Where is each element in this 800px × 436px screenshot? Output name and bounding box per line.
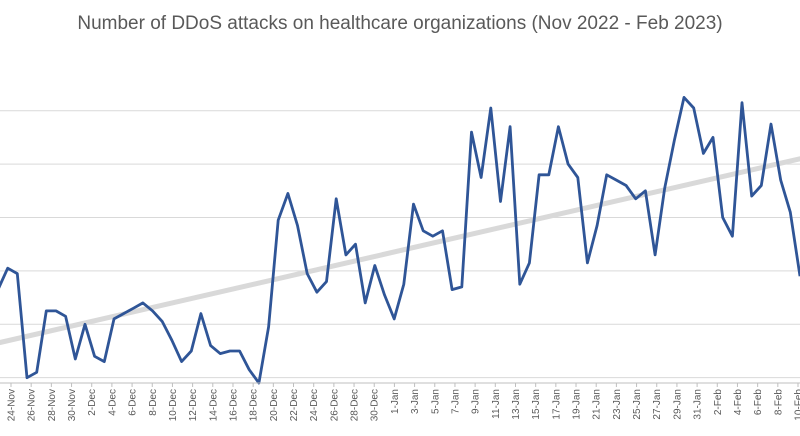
x-tick-label: 26-Dec [329,389,340,421]
x-tick-label: 1-Jan [390,389,401,414]
x-tick-label: 25-Jan [632,389,643,420]
x-tick-label: 18-Dec [249,389,260,421]
x-tick-label: 10-Feb [794,389,800,421]
x-tick-label: 22-Dec [289,389,300,421]
x-tick-label: 28-Dec [350,389,361,421]
series-line [0,96,800,385]
x-tick-label: 29-Jan [672,389,683,420]
x-tick-label: 8-Feb [773,389,784,416]
x-tick-label: 30-Nov [67,389,78,421]
x-tick-label: 19-Jan [572,389,583,420]
x-tick-label: 26-Nov [27,389,38,421]
x-tick-label: 2-Dec [87,389,98,416]
x-tick-label: 12-Dec [188,389,199,421]
x-tick-label: 5-Jan [430,389,441,414]
x-tick-label: 20-Dec [269,389,280,421]
x-tick-label: 4-Feb [733,389,744,416]
x-tick-label: 6-Dec [128,389,139,416]
x-tick-label: 14-Dec [208,389,219,421]
x-tick-label: 27-Jan [652,389,663,420]
x-tick-label: 6-Feb [753,389,764,416]
x-tick-label: 31-Jan [693,389,704,420]
x-tick-label: 11-Jan [491,389,502,419]
x-axis: 24-Nov 26-Nov 28-Nov 30-Nov 2-Dec 4-Dec 6-Dec 8… [0,382,800,421]
x-tick-label: 9-Jan [471,389,482,414]
x-tick-label: 15-Jan [531,389,542,420]
x-tick-label: 7-Jan [450,389,461,414]
trendline-layer [0,156,800,346]
series-layer [0,96,800,385]
x-tick-label: 2-Feb [713,389,724,416]
x-tick-label: 28-Nov [47,389,58,421]
trendline [0,156,800,346]
x-tick-label: 24-Nov [7,389,18,421]
x-tick-label: 30-Dec [370,389,381,421]
x-tick-label: 13-Jan [511,389,522,420]
x-tick-label: 8-Dec [148,389,159,416]
x-tick-label: 24-Dec [309,389,320,421]
x-tick-label: 17-Jan [551,389,562,420]
grid-layer [0,110,800,379]
x-tick-label: 23-Jan [612,389,623,420]
x-tick-label: 16-Dec [228,389,239,421]
x-tick-label: 4-Dec [107,389,118,416]
x-tick-label: 10-Dec [168,389,179,421]
chart-title: Number of DDoS attacks on healthcare org… [77,13,723,34]
x-tick-label: 3-Jan [410,389,421,414]
x-tick-label: 21-Jan [592,389,603,420]
